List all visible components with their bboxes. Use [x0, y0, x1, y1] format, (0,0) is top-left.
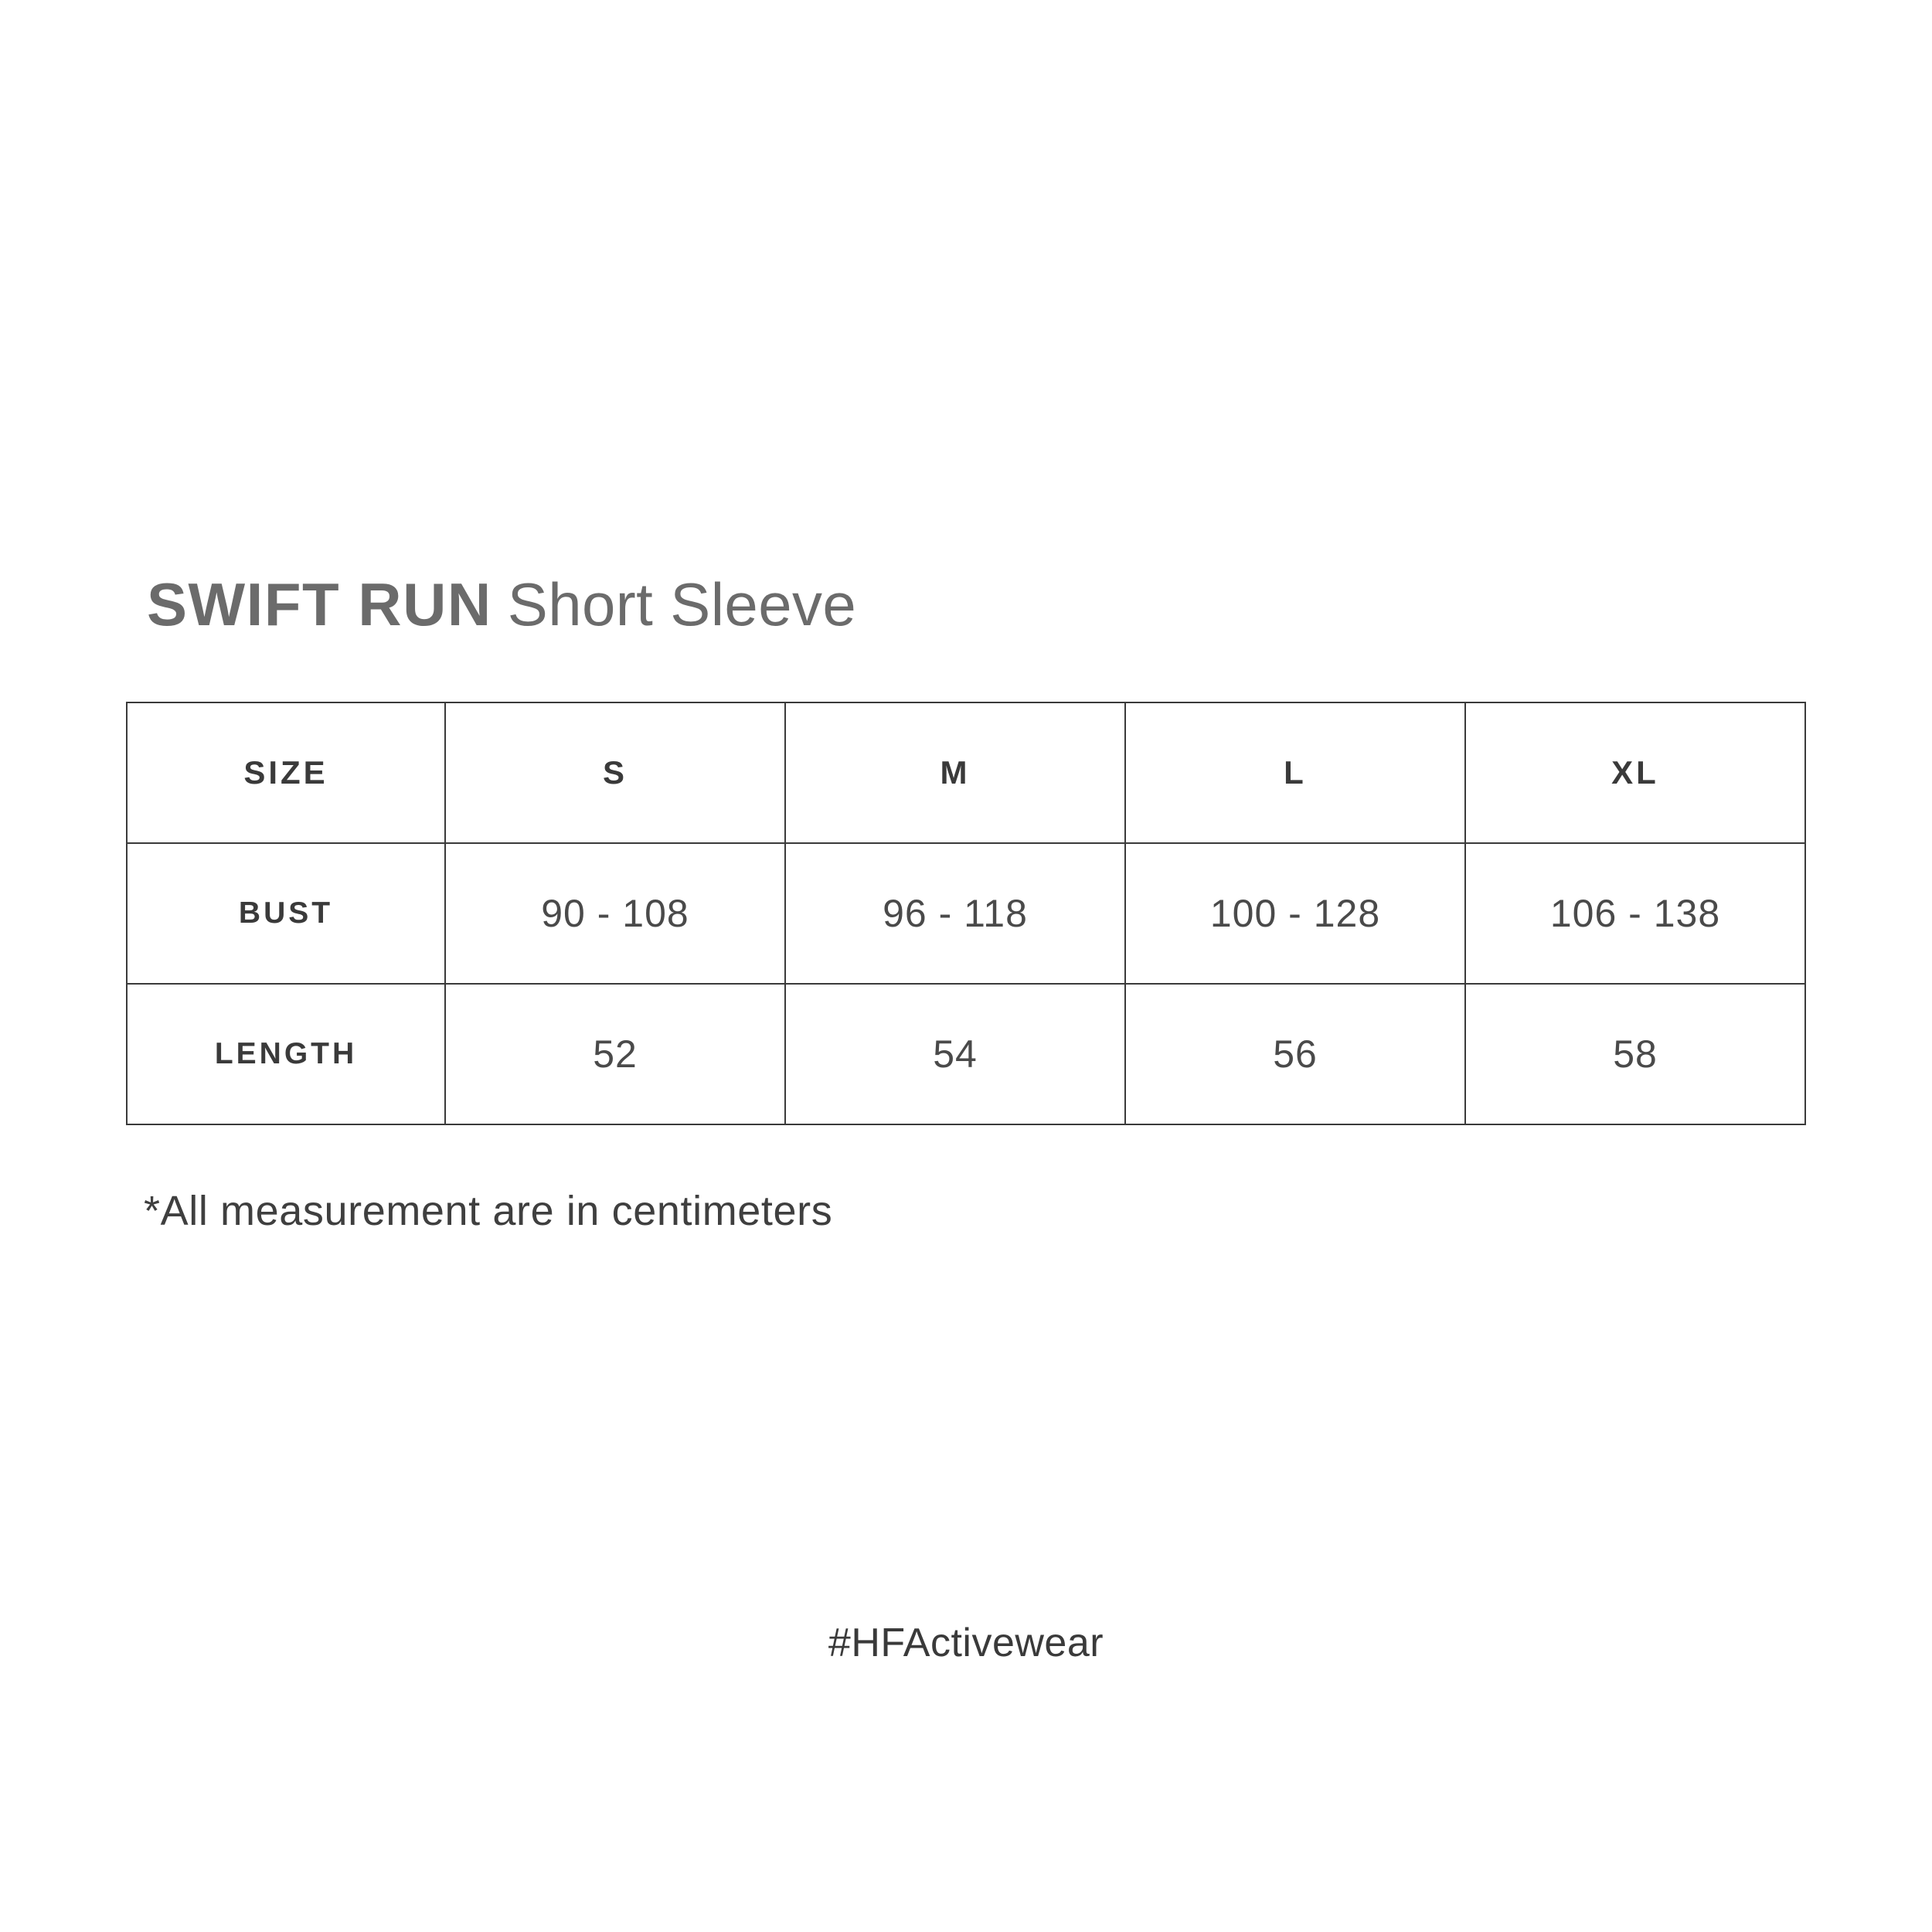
title-brand: SWIFT RUN [147, 570, 492, 638]
cell-length-s: 52 [444, 983, 786, 1125]
table-header-size-s: S [444, 702, 786, 844]
table-header-size-xl: XL [1464, 702, 1806, 844]
row-label-length: LENGTH [126, 983, 446, 1125]
table-header-row: SIZE S M L XL [126, 702, 1806, 844]
cell-bust-xl: 106 - 138 [1464, 842, 1806, 985]
brand-hashtag: #HFActivewear [828, 1621, 1104, 1665]
cell-bust-s: 90 - 108 [444, 842, 786, 985]
table-row: BUST 90 - 108 96 - 118 100 - 128 106 - 1… [126, 842, 1806, 985]
cell-length-xl: 58 [1464, 983, 1806, 1125]
title-product: Short Sleeve [507, 570, 857, 638]
measurement-units-note: *All measurement are in centimeters [144, 1188, 833, 1234]
cell-length-l: 56 [1124, 983, 1466, 1125]
table-row: LENGTH 52 54 56 58 [126, 983, 1806, 1125]
cell-bust-l: 100 - 128 [1124, 842, 1466, 985]
page-title: SWIFT RUN Short Sleeve [147, 573, 1808, 637]
row-label-bust: BUST [126, 842, 446, 985]
cell-bust-m: 96 - 118 [784, 842, 1126, 985]
size-chart-table: SIZE S M L XL BUST 90 - 108 96 - 118 100… [126, 702, 1806, 1125]
table-header-size-m: M [784, 702, 1126, 844]
table-header-size-l: L [1124, 702, 1466, 844]
table-header-size-label: SIZE [126, 702, 446, 844]
cell-length-m: 54 [784, 983, 1126, 1125]
